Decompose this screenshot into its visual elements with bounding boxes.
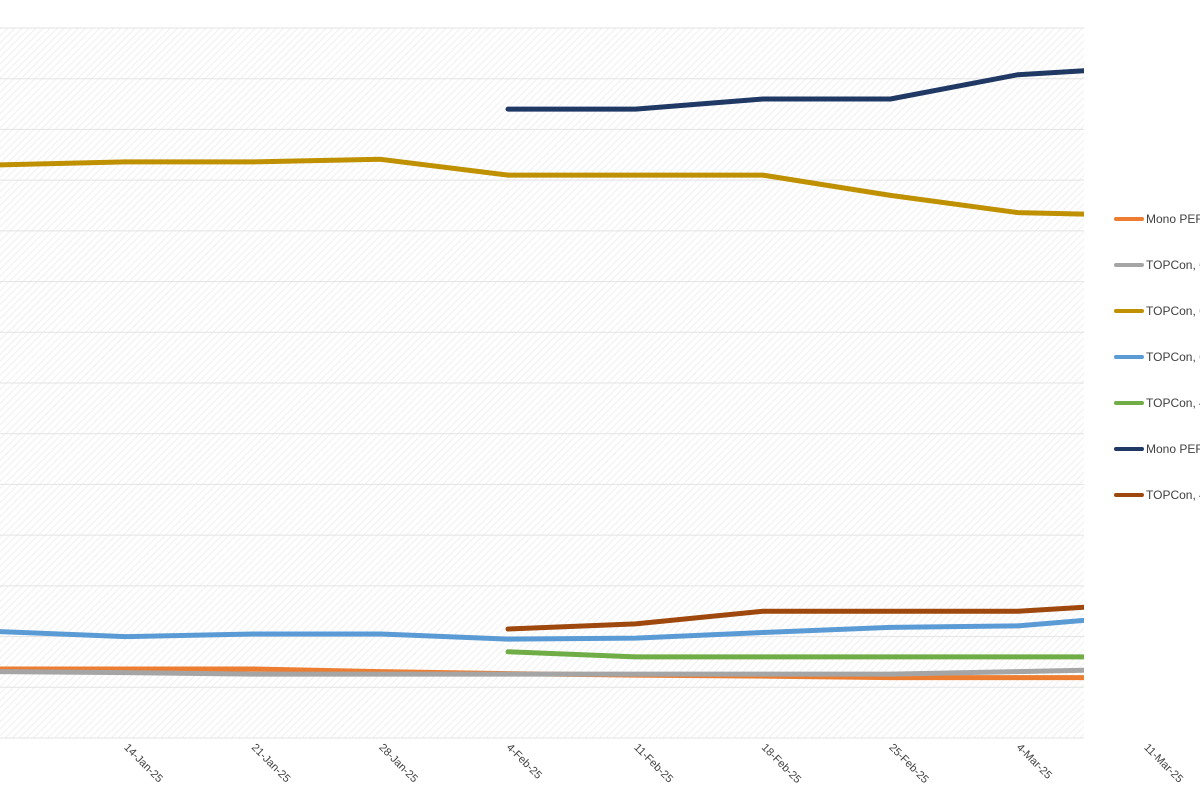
legend: Mono PERC TOPCon, 6 TOPCon, 6 TOPCon, 6 TOPC…	[1114, 210, 1200, 532]
legend-swatch	[1114, 401, 1144, 405]
legend-label: TOPCon, 6	[1146, 258, 1200, 272]
series-line-3	[0, 156, 1084, 217]
x-tick-label: 18-Feb-25	[759, 742, 803, 786]
legend-item: TOPCon, 4	[1114, 472, 1200, 518]
x-tick-label: 14-Jan-25	[121, 742, 165, 786]
legend-label: Mono PERC	[1146, 212, 1200, 226]
legend-swatch	[1114, 447, 1144, 451]
legend-item: Mono PER	[1114, 426, 1200, 472]
series-line-4	[0, 617, 1084, 642]
x-tick-label: 21-Jan-25	[249, 742, 293, 786]
x-tick-label: 28-Jan-25	[376, 742, 420, 786]
legend-label: TOPCon, 4	[1146, 488, 1200, 502]
series-line-6	[505, 68, 1084, 112]
x-tick-label: 11-Feb-25	[631, 742, 675, 786]
legend-item: Mono PERC	[1114, 210, 1200, 242]
series-lines	[0, 68, 1084, 681]
legend-label: TOPCon, 4	[1146, 396, 1200, 410]
x-tick-label: 11-Mar-25	[1141, 742, 1185, 786]
legend-item: TOPCon, 4	[1114, 380, 1200, 426]
x-tick-label: 4-Mar-25	[1014, 742, 1054, 782]
series-line-7	[505, 604, 1084, 632]
legend-label: Mono PER	[1146, 442, 1200, 456]
legend-item: TOPCon, 6	[1114, 242, 1200, 288]
legend-item: TOPCon, 6	[1114, 334, 1200, 380]
series-line-2	[0, 667, 1084, 677]
legend-item: TOPCon, 6	[1114, 288, 1200, 334]
legend-label: TOPCon, 6	[1146, 350, 1200, 364]
x-tick-label: 25-Feb-25	[886, 742, 930, 786]
legend-label: TOPCon, 6	[1146, 304, 1200, 318]
x-tick-label: 4-Feb-25	[504, 742, 544, 782]
series-line-5	[505, 649, 1084, 660]
legend-swatch	[1114, 355, 1144, 359]
legend-swatch	[1114, 217, 1144, 221]
legend-swatch	[1114, 493, 1144, 497]
legend-swatch	[1114, 309, 1144, 313]
x-axis-tick-labels: 14-Jan-25 21-Jan-25 28-Jan-25 4-Feb-25 11-Fe…	[121, 742, 1185, 786]
legend-swatch	[1114, 263, 1144, 267]
